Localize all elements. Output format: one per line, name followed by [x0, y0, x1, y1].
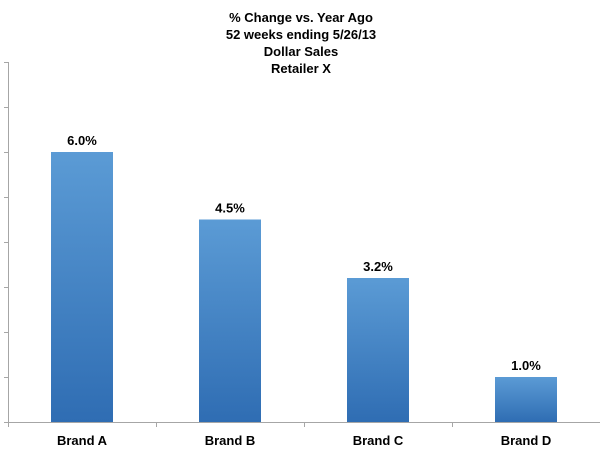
chart-title: % Change vs. Year Ago 52 weeks ending 5/… [226, 10, 376, 76]
chart-title-line-3: Dollar Sales [264, 44, 338, 59]
chart-title-line-2: 52 weeks ending 5/26/13 [226, 27, 376, 42]
bar-brand-b [199, 219, 261, 422]
data-label: 3.2% [363, 259, 393, 274]
chart-title-line-1: % Change vs. Year Ago [229, 10, 373, 25]
data-label: 1.0% [511, 358, 541, 373]
bar-brand-a [51, 152, 113, 422]
data-label: 4.5% [215, 201, 245, 216]
chart-category-labels: Brand A Brand B Brand C Brand D [57, 433, 551, 448]
chart-axes [4, 62, 600, 427]
x-tick-label: Brand C [353, 433, 404, 448]
x-tick-label: Brand D [501, 433, 552, 448]
x-tick-label: Brand A [57, 433, 108, 448]
bar-brand-d [495, 377, 557, 422]
x-tick-label: Brand B [205, 433, 256, 448]
chart-data-labels: 6.0% 4.5% 3.2% 1.0% [67, 133, 541, 373]
chart-bars [51, 152, 557, 422]
bar-brand-c [347, 278, 409, 422]
data-label: 6.0% [67, 133, 97, 148]
chart-title-line-4: Retailer X [271, 61, 331, 76]
